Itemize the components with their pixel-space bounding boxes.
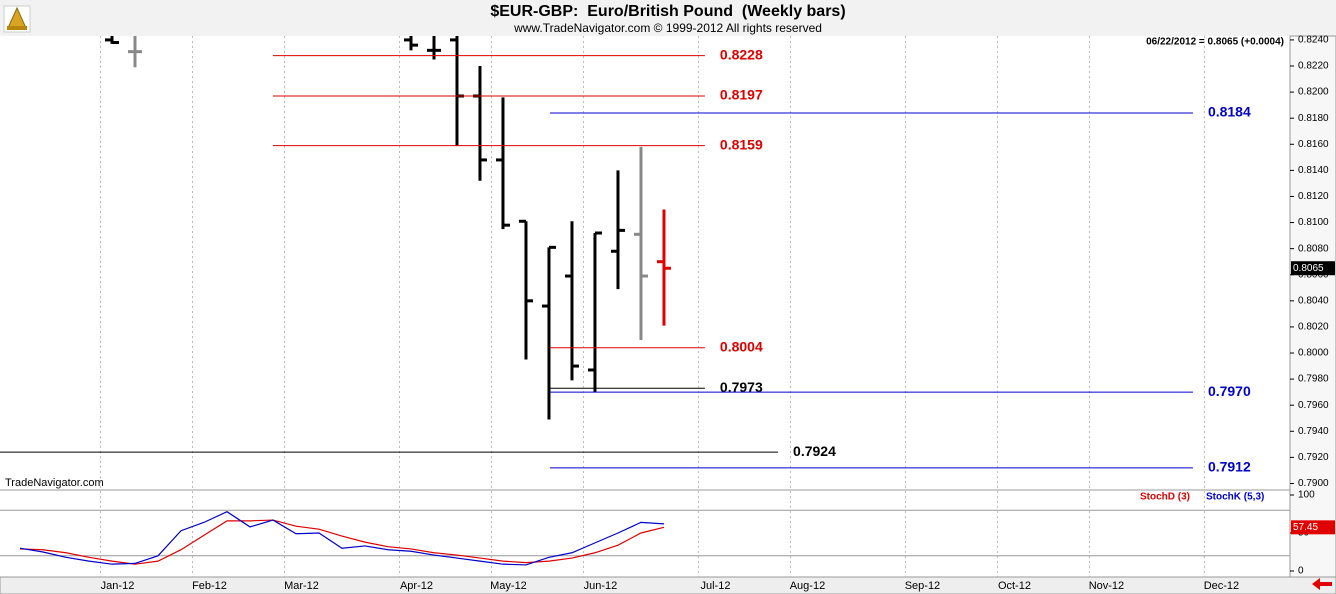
header-bar	[0, 0, 1336, 36]
y-tick-label: 0.8200	[1298, 87, 1329, 98]
x-tick-label: Dec-12	[1204, 580, 1239, 592]
y-tick-label: 0.8180	[1298, 113, 1329, 124]
x-tick-label: Aug-12	[790, 580, 825, 592]
level-label: 0.7912	[1208, 459, 1251, 475]
status-text: 06/22/2012 = 0.8065 (+0.0004)	[1146, 37, 1284, 48]
level-label: 0.8184	[1208, 104, 1251, 120]
level-label: 0.8159	[720, 136, 763, 152]
x-tick-label: Oct-12	[998, 580, 1031, 592]
watermark: TradeNavigator.com	[5, 477, 104, 489]
y-tick-label: 0.8000	[1298, 348, 1329, 359]
level-label: 0.7973	[720, 379, 763, 395]
y-tick-label: 0.7900	[1298, 478, 1329, 489]
y-tick-label: 0.8140	[1298, 165, 1329, 176]
logo	[3, 5, 31, 33]
level-label: 0.8197	[720, 87, 763, 103]
y-tick-label: 0.7920	[1298, 452, 1329, 463]
x-tick-label: Jul-12	[700, 580, 730, 592]
x-tick-label: Mar-12	[284, 580, 319, 592]
y-tick-label: 0.8100	[1298, 217, 1329, 228]
last-value-box	[1291, 520, 1335, 535]
y-tick-label: 0.8160	[1298, 139, 1329, 150]
last-value-label: 57.45	[1293, 522, 1318, 533]
last-price-box	[1291, 261, 1335, 276]
x-tick-label: May-12	[490, 580, 527, 592]
y-tick-label: 100	[1298, 490, 1315, 501]
stoch-line	[19, 511, 665, 566]
y-tick-label: 0.8220	[1298, 61, 1329, 72]
y-axis-strip	[1289, 35, 1336, 578]
level-label: 0.7970	[1208, 383, 1251, 399]
chart-subtitle: www.TradeNavigator.com © 1999-2012 All r…	[513, 21, 822, 35]
y-tick-label: 0	[1298, 566, 1304, 577]
y-tick-label: 0.8120	[1298, 191, 1329, 202]
y-tick-label: 0.8240	[1298, 35, 1329, 46]
x-tick-label: Sep-12	[905, 580, 940, 592]
level-label: 0.7924	[793, 443, 836, 459]
y-tick-label: 0.7960	[1298, 400, 1329, 411]
y-tick-label: 0.8020	[1298, 322, 1329, 333]
y-tick-label: 0.8080	[1298, 243, 1329, 254]
scroll-arrow[interactable]	[1312, 578, 1332, 590]
legend-entry: StochD (3)	[1140, 492, 1190, 503]
level-label: 0.8004	[720, 339, 763, 355]
chart-title: $EUR-GBP: Euro/British Pound (Weekly bar…	[490, 3, 845, 20]
x-tick-label: Jan-12	[101, 580, 135, 592]
x-axis-strip	[0, 576, 1336, 594]
y-tick-label: 0.7980	[1298, 374, 1329, 385]
x-tick-label: Jun-12	[584, 580, 618, 592]
x-tick-label: Nov-12	[1089, 580, 1124, 592]
y-tick-label: 0.7940	[1298, 426, 1329, 437]
x-tick-label: Apr-12	[400, 580, 433, 592]
x-tick-label: Feb-12	[192, 580, 227, 592]
last-price-label: 0.8065	[1293, 263, 1324, 274]
y-tick-label: 0.8040	[1298, 295, 1329, 306]
level-label: 0.8228	[720, 46, 763, 62]
legend-entry: StochK (5,3)	[1206, 492, 1264, 503]
